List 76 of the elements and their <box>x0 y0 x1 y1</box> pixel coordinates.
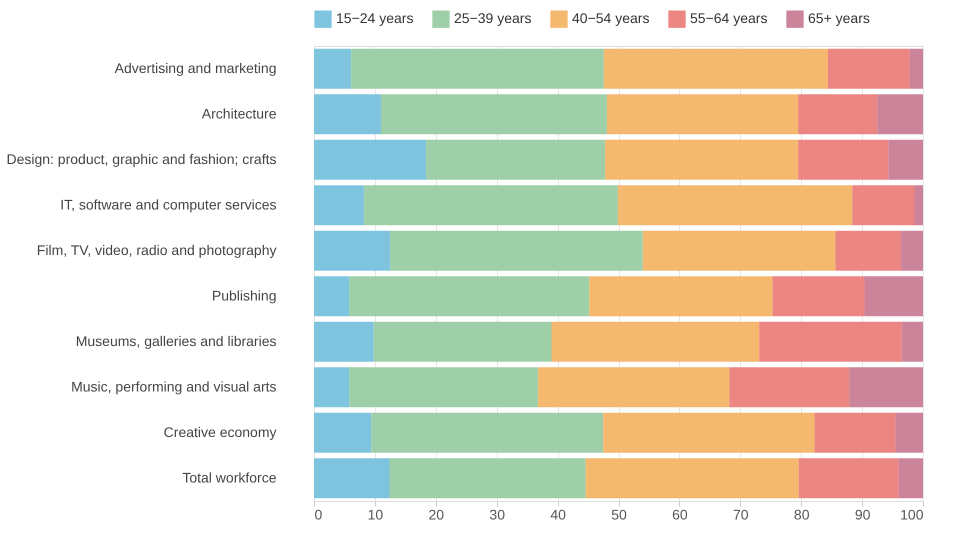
bar <box>349 367 538 408</box>
bar <box>618 185 852 226</box>
x-tick-label: 50 <box>611 506 627 522</box>
bar <box>888 140 923 180</box>
x-tick-label: 100 <box>900 506 924 522</box>
y-tick-label: Advertising and marketing <box>114 60 276 76</box>
x-tick-label: 0 <box>314 506 322 522</box>
bar <box>314 322 374 362</box>
bar <box>798 140 888 180</box>
bar <box>552 322 760 362</box>
x-tick-label: 40 <box>550 506 566 522</box>
bar <box>877 94 923 134</box>
bar <box>772 276 865 316</box>
bar <box>589 276 773 316</box>
bar <box>426 140 606 180</box>
bar <box>914 185 923 226</box>
bar <box>314 458 390 498</box>
bar <box>910 48 923 89</box>
bar <box>538 367 730 408</box>
bar <box>864 276 923 316</box>
legend-label: 15−24 years <box>336 10 414 26</box>
bar <box>835 230 902 271</box>
legend-label: 40−54 years <box>572 10 650 26</box>
bar <box>814 412 896 453</box>
bar <box>390 230 643 271</box>
x-tick-label: 80 <box>794 506 810 522</box>
bar <box>642 230 836 271</box>
x-tick-label: 20 <box>428 506 444 522</box>
bar <box>351 48 604 89</box>
bar <box>798 94 878 134</box>
y-tick-label: Museums, galleries and libraries <box>76 332 276 349</box>
bar <box>390 458 586 498</box>
bar <box>314 412 372 453</box>
bar <box>603 412 815 453</box>
y-tick-label: Publishing <box>212 287 276 304</box>
y-tick-label: Design: product, graphic and fashion; crafts <box>6 150 276 167</box>
bar <box>586 458 799 498</box>
bar <box>314 276 350 316</box>
x-tick-label: 70 <box>733 506 749 522</box>
x-tick-label: 60 <box>672 506 688 522</box>
bar <box>828 48 910 89</box>
bar <box>314 48 352 89</box>
bar <box>849 367 923 408</box>
x-tick-label: 10 <box>368 506 384 522</box>
bar <box>896 412 923 453</box>
bar <box>314 367 350 408</box>
y-tick-label: Total workforce <box>182 469 277 486</box>
bar <box>380 94 607 134</box>
bar <box>901 230 923 271</box>
bar <box>314 94 381 134</box>
y-tick-label: Architecture <box>202 105 277 122</box>
bar <box>374 322 552 362</box>
bar <box>604 48 828 89</box>
bar <box>364 185 618 226</box>
y-tick-label: IT, software and computer services <box>60 196 276 212</box>
y-tick-label: Film, TV, video, radio and photography <box>36 242 276 258</box>
bar <box>729 367 850 408</box>
legend-label: 65+ years <box>808 10 870 26</box>
bar <box>371 412 604 453</box>
bar <box>902 322 923 362</box>
bar <box>798 458 899 498</box>
x-tick-label: 90 <box>854 506 871 522</box>
bar <box>605 140 798 180</box>
y-tick-label: Creative economy <box>164 424 276 440</box>
bar <box>314 140 426 180</box>
bar <box>898 458 923 498</box>
bar <box>852 185 914 226</box>
legend-label: 25−39 years <box>454 10 532 26</box>
bar <box>606 94 798 134</box>
legend-label: 55−64 years <box>690 10 768 26</box>
bar <box>349 276 590 316</box>
y-tick-label: Music, performing and visual arts <box>71 378 276 394</box>
bar <box>759 322 902 362</box>
bar <box>314 185 364 226</box>
bar <box>314 230 390 271</box>
x-tick-label: 30 <box>489 506 506 522</box>
